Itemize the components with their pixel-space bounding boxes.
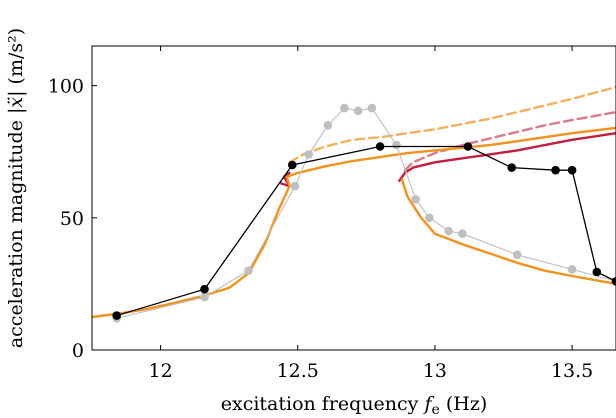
data-point — [512, 250, 522, 260]
x-tick-label: 13 — [423, 360, 447, 382]
data-point — [244, 266, 253, 276]
y-tick-label: 100 — [48, 76, 84, 98]
y-tick-label: 50 — [60, 208, 84, 230]
x-axis-label: excitation frequency fe (Hz) — [221, 393, 488, 418]
data-point — [551, 165, 560, 175]
series-2 — [280, 171, 291, 188]
series-line — [288, 85, 616, 164]
data-point — [375, 142, 385, 151]
data-point — [200, 284, 209, 294]
data-point — [323, 121, 333, 130]
series-1 — [403, 110, 616, 172]
data-point — [425, 213, 434, 223]
data-point — [290, 181, 300, 191]
series-5 — [400, 178, 616, 286]
data-point — [200, 292, 209, 302]
data-point — [507, 163, 516, 172]
data-point — [112, 311, 121, 320]
x-tick-label: 13.5 — [551, 360, 593, 382]
series-line — [403, 110, 616, 172]
y-axis-label: acceleration magnitude |ẍ| (m/s²) — [5, 28, 27, 348]
data-point — [463, 142, 473, 151]
data-point — [304, 150, 314, 159]
data-point — [567, 165, 577, 175]
series-0 — [288, 85, 616, 164]
data-point — [567, 265, 577, 274]
series-line — [280, 171, 291, 188]
plot-frame — [91, 45, 616, 351]
axis-layer: 12 12.5 13 13.5 0 50 100 — [48, 46, 593, 382]
data-point — [444, 226, 453, 236]
data-point — [367, 103, 377, 113]
series-layer — [92, 85, 616, 323]
data-point — [340, 103, 349, 113]
series-6 — [112, 103, 616, 323]
data-point — [458, 229, 467, 238]
series-line — [92, 126, 616, 319]
series-7 — [112, 142, 616, 320]
data-point — [353, 106, 363, 116]
series-3 — [398, 131, 616, 183]
series-line — [400, 178, 616, 286]
series-4 — [92, 126, 616, 319]
x-tick-label: 12.5 — [277, 360, 319, 382]
series-line — [116, 145, 616, 317]
y-tick-label: 0 — [72, 340, 84, 362]
data-point — [592, 267, 602, 277]
series-line — [398, 131, 616, 183]
data-point — [411, 195, 421, 204]
data-point — [288, 160, 297, 170]
data-point — [611, 277, 616, 286]
series-line — [116, 107, 616, 319]
data-point — [392, 140, 401, 150]
x-tick-label: 12 — [148, 360, 172, 382]
